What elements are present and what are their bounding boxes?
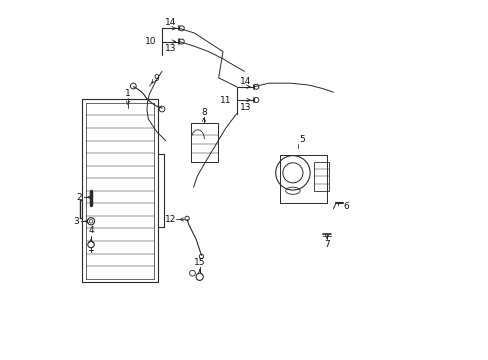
- Text: 8: 8: [201, 108, 206, 117]
- Text: 7: 7: [324, 240, 329, 249]
- Text: 14: 14: [239, 77, 250, 86]
- Text: 14: 14: [164, 18, 176, 27]
- Bar: [314, 162, 328, 191]
- Text: 12: 12: [165, 215, 176, 224]
- Text: 6: 6: [343, 202, 349, 211]
- Text: 3: 3: [73, 217, 79, 226]
- Text: 13: 13: [239, 103, 250, 112]
- Bar: [280, 155, 326, 203]
- Text: 13: 13: [164, 44, 176, 53]
- Text: 5: 5: [299, 135, 305, 144]
- Text: 2: 2: [77, 193, 82, 202]
- Text: 1: 1: [125, 89, 131, 98]
- Text: 9: 9: [153, 75, 159, 84]
- Text: 4: 4: [88, 226, 94, 235]
- Text: 11: 11: [219, 95, 231, 104]
- Bar: [190, 123, 217, 162]
- Text: 10: 10: [145, 37, 156, 46]
- Text: 15: 15: [194, 258, 205, 267]
